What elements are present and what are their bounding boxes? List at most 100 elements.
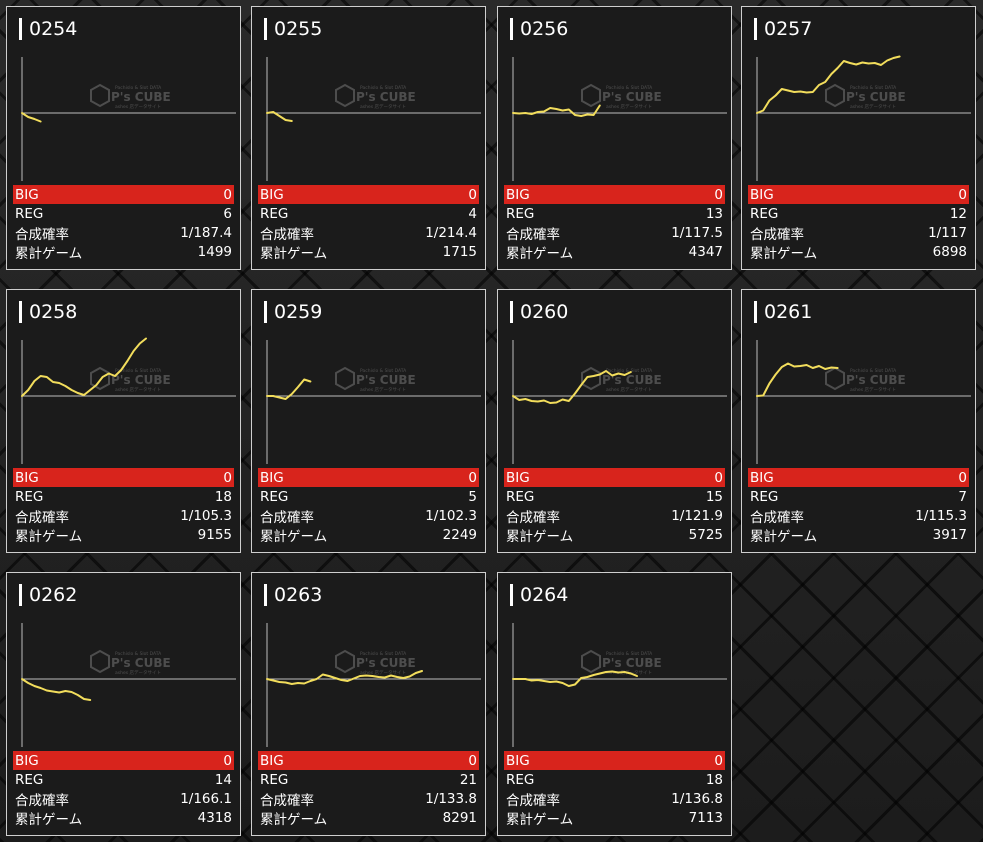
stat-label-games: 累計ゲーム [750,528,818,545]
stat-value-big: 0 [468,469,477,486]
stat-label-big: BIG [15,469,39,486]
stat-value-rate: 1/102.3 [425,507,477,524]
stat-row-reg: REG 13 [504,204,725,223]
watermark-sub: ashes 店データサイト [606,103,652,110]
slump-line [756,362,839,397]
machine-number: 0264 [510,584,568,606]
stat-label-games: 累計ゲーム [506,528,574,545]
stats-table: BIG 0 REG 21 合成確率 1/133.8 累計ゲーム 8291 [258,751,479,828]
stat-value-reg: 21 [459,771,477,788]
stat-label-rate: 合成確率 [506,226,560,243]
stat-row-games: 累計ゲーム 9155 [13,525,234,545]
stat-label-big: BIG [260,469,284,486]
stat-value-big: 0 [714,752,723,769]
stats-table: BIG 0 REG 13 合成確率 1/117.5 累計ゲーム 4347 [504,185,725,262]
machine-number: 0257 [754,18,812,40]
watermark-tagline: Pachislo & Slot DATA [115,85,162,91]
machine-card-0264[interactable]: 0264 Pachislo & Slot DATA P's CUBE ashes 店デ… [497,572,732,836]
stat-row-big: BIG 0 [13,468,234,487]
stat-value-reg: 15 [705,488,723,505]
stat-label-reg: REG [506,488,535,505]
stat-row-reg: REG 12 [748,204,969,223]
machine-card-0254[interactable]: 0254 Pachislo & Slot DATA P's CUBE ashes 店デ… [6,6,241,270]
machine-card-0258[interactable]: 0258 Pachislo & Slot DATA P's CUBE ashes 店デ… [6,289,241,553]
stat-label-games: 累計ゲーム [750,245,818,262]
machine-card-0261[interactable]: 0261 Pachislo & Slot DATA P's CUBE ashes 店デ… [741,289,976,553]
stat-value-games: 4347 [688,243,723,260]
watermark-brand: P's CUBE [356,656,416,670]
slump-line [512,104,601,117]
machine-card-0260[interactable]: 0260 Pachislo & Slot DATA P's CUBE ashes 店デ… [497,289,732,553]
stat-value-reg: 4 [468,205,477,222]
stat-row-rate: 合成確率 1/105.3 [13,506,234,526]
watermark-sub: ashes 店データサイト [115,103,161,110]
stat-row-games: 累計ゲーム 7113 [504,808,725,828]
stat-value-big: 0 [714,186,723,203]
stats-table: BIG 0 REG 18 合成確率 1/105.3 累計ゲーム 9155 [13,468,234,545]
stat-value-big: 0 [958,469,967,486]
stat-row-rate: 合成確率 1/136.8 [504,789,725,809]
slump-line [21,678,92,701]
stat-value-big: 0 [468,186,477,203]
machine-card-0262[interactable]: 0262 Pachislo & Slot DATA P's CUBE ashes 店デ… [6,572,241,836]
stat-label-games: 累計ゲーム [260,811,328,828]
stat-row-reg: REG 18 [13,487,234,506]
stat-value-games: 8291 [442,809,477,826]
stat-label-reg: REG [260,205,289,222]
watermark-sub: ashes 店データサイト [850,103,896,110]
stat-row-big: BIG 0 [258,185,479,204]
stat-row-big: BIG 0 [748,185,969,204]
stat-label-games: 累計ゲーム [15,245,83,262]
stat-value-games: 2249 [442,526,477,543]
watermark-sub: ashes 店データサイト [606,386,652,393]
stat-row-games: 累計ゲーム 1499 [13,242,234,262]
stat-row-games: 累計ゲーム 6898 [748,242,969,262]
watermark-tagline: Pachislo & Slot DATA [360,85,407,91]
machine-card-0257[interactable]: 0257 Pachislo & Slot DATA P's CUBE ashes 店デ… [741,6,976,270]
stat-value-big: 0 [223,469,232,486]
stat-value-reg: 12 [949,205,967,222]
slump-line [266,378,312,400]
stat-label-games: 累計ゲーム [260,245,328,262]
stat-label-reg: REG [260,771,289,788]
stat-row-rate: 合成確率 1/121.9 [504,506,725,526]
watermark-sub: ashes 店データサイト [360,386,406,393]
stat-value-rate: 1/121.9 [671,507,723,524]
stat-label-reg: REG [260,488,289,505]
stat-label-reg: REG [750,488,779,505]
stat-label-reg: REG [15,771,44,788]
watermark-tagline: Pachislo & Slot DATA [850,85,897,91]
machine-number: 0258 [19,301,77,323]
stat-value-rate: 1/105.3 [180,507,232,524]
stat-row-reg: REG 15 [504,487,725,506]
machine-card-0259[interactable]: 0259 Pachislo & Slot DATA P's CUBE ashes 店デ… [251,289,486,553]
stat-value-rate: 1/136.8 [671,790,723,807]
slump-line [512,370,632,404]
machine-number: 0262 [19,584,77,606]
stat-row-games: 累計ゲーム 8291 [258,808,479,828]
stat-row-games: 累計ゲーム 4347 [504,242,725,262]
stat-row-big: BIG 0 [258,751,479,770]
stat-value-reg: 18 [214,488,232,505]
stat-label-rate: 合成確率 [750,226,804,243]
stat-label-big: BIG [260,186,284,203]
stat-label-rate: 合成確率 [15,509,69,526]
machine-card-0263[interactable]: 0263 Pachislo & Slot DATA P's CUBE ashes 店デ… [251,572,486,836]
stat-row-reg: REG 14 [13,770,234,789]
slump-line [266,111,293,122]
machine-card-0256[interactable]: 0256 Pachislo & Slot DATA P's CUBE ashes 店デ… [497,6,732,270]
watermark-sub: ashes 店データサイト [360,669,406,676]
watermark-tagline: Pachislo & Slot DATA [606,651,653,657]
stat-label-big: BIG [15,752,39,769]
machine-card-0255[interactable]: 0255 Pachislo & Slot DATA P's CUBE ashes 店デ… [251,6,486,270]
machine-number: 0255 [264,18,322,40]
machine-number: 0260 [510,301,568,323]
stat-value-rate: 1/115.3 [915,507,967,524]
stat-row-rate: 合成確率 1/133.8 [258,789,479,809]
